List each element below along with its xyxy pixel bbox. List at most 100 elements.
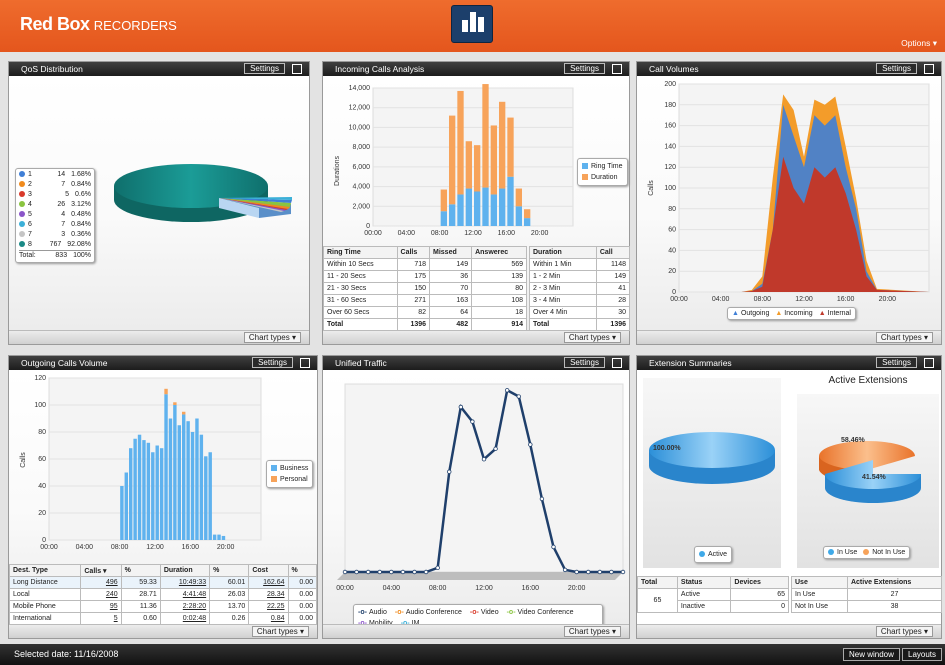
table-cell[interactable]: 95 — [80, 600, 122, 613]
audio-point[interactable] — [620, 569, 626, 575]
table-row[interactable]: 3 - 4 Min 28 — [529, 294, 631, 307]
layouts-button[interactable]: Layouts — [902, 648, 943, 661]
audio-point[interactable] — [574, 569, 579, 575]
audio-point[interactable] — [528, 442, 533, 447]
audio-point[interactable] — [516, 394, 521, 399]
table-cell[interactable]: 496 — [80, 576, 122, 589]
column-header[interactable]: % — [120, 564, 161, 577]
column-header[interactable]: Ring Time — [323, 246, 398, 259]
new-window-button[interactable]: New window — [843, 648, 900, 661]
audio-point[interactable] — [342, 569, 348, 575]
column-header[interactable]: % — [287, 564, 318, 577]
table-row[interactable]: Inactive 0 — [638, 600, 789, 613]
business-bar[interactable] — [129, 448, 133, 540]
business-bar[interactable] — [212, 534, 217, 540]
table-cell[interactable]: 4:41:48 — [159, 588, 211, 601]
table-row[interactable]: 31 - 60 Secs 271 163 108 — [323, 294, 527, 307]
table-row[interactable]: In Use 27 — [791, 588, 943, 601]
chart-types-button[interactable]: Chart types ▾ — [875, 626, 933, 637]
column-header[interactable]: Duration — [529, 246, 597, 259]
ring-time-bar[interactable] — [524, 218, 531, 226]
settings-button[interactable]: Settings — [876, 63, 917, 74]
chart-types-button[interactable]: Chart types ▾ — [243, 332, 301, 343]
business-bar[interactable] — [155, 445, 159, 541]
ring-time-bar[interactable] — [449, 204, 456, 226]
business-bar[interactable] — [159, 448, 164, 540]
business-bar[interactable] — [221, 535, 226, 540]
column-header[interactable]: % — [209, 564, 250, 577]
audio-point[interactable] — [481, 456, 487, 462]
audio-point[interactable] — [562, 567, 568, 573]
table-row[interactable]: 21 - 30 Secs 150 70 80 — [323, 282, 527, 295]
business-bar[interactable] — [146, 442, 151, 540]
audio-point[interactable] — [470, 419, 475, 424]
audio-point[interactable] — [400, 569, 406, 575]
settings-button[interactable]: Settings — [564, 63, 605, 74]
personal-bar[interactable] — [182, 411, 186, 415]
duration-bar[interactable] — [507, 117, 514, 177]
business-bar[interactable] — [177, 425, 181, 540]
duration-bar[interactable] — [474, 145, 481, 192]
business-bar[interactable] — [173, 405, 177, 540]
table-row[interactable]: Mobile Phone 95 11.36 2:28:20 13.70 22.25 0.00 — [8, 600, 318, 613]
ring-time-bar[interactable] — [482, 187, 489, 226]
table-cell[interactable]: 22.25 — [248, 600, 289, 613]
audio-point[interactable] — [458, 404, 464, 410]
table-cell[interactable]: 28.34 — [248, 588, 289, 601]
business-bar[interactable] — [217, 534, 221, 540]
audio-point[interactable] — [597, 569, 603, 575]
column-header[interactable]: Use — [791, 576, 848, 589]
business-bar[interactable] — [182, 414, 186, 540]
audio-point[interactable] — [389, 569, 394, 575]
column-header[interactable]: Calls — [396, 246, 431, 259]
business-bar[interactable] — [208, 452, 212, 540]
audio-point[interactable] — [354, 569, 359, 575]
personal-bar[interactable] — [164, 388, 168, 395]
chart-types-button[interactable]: Chart types ▾ — [251, 626, 309, 637]
audio-point[interactable] — [447, 469, 452, 474]
audio-point[interactable] — [586, 569, 591, 575]
business-bar[interactable] — [137, 434, 142, 540]
chart-types-button[interactable]: Chart types ▾ — [563, 332, 621, 343]
table-row[interactable]: 65 Active 65 — [637, 588, 789, 613]
business-bar[interactable] — [204, 456, 208, 540]
chart-types-button[interactable]: Chart types ▾ — [875, 332, 933, 343]
business-bar[interactable] — [190, 432, 195, 540]
column-header[interactable]: Answerec — [471, 246, 527, 259]
table-row[interactable]: 1 - 2 Min 149 — [529, 270, 631, 283]
business-bar[interactable] — [186, 421, 190, 540]
table-cell[interactable]: 2:28:20 — [159, 600, 211, 613]
table-cell[interactable]: 5 — [80, 612, 122, 625]
duration-bar[interactable] — [490, 125, 497, 195]
audio-point[interactable] — [609, 569, 614, 575]
dashboard-chart-icon[interactable] — [451, 5, 493, 43]
column-header[interactable]: Total — [637, 576, 678, 589]
audio-point[interactable] — [504, 388, 510, 393]
business-bar[interactable] — [133, 438, 137, 540]
column-header[interactable]: Call — [595, 246, 631, 259]
ring-time-bar[interactable] — [440, 211, 447, 226]
maximize-icon[interactable] — [924, 358, 934, 368]
personal-bar[interactable] — [173, 402, 177, 405]
duration-bar[interactable] — [457, 90, 464, 195]
table-cell[interactable]: 10:49:33 — [159, 576, 211, 589]
table-row[interactable]: Over 4 Min 30 — [529, 306, 631, 319]
audio-point[interactable] — [377, 569, 382, 575]
business-bar[interactable] — [164, 394, 168, 540]
table-row[interactable]: Within 10 Secs 718 149 569 — [323, 258, 527, 271]
business-bar[interactable] — [124, 472, 128, 541]
column-header[interactable]: Active Extensions — [846, 576, 943, 589]
table-row[interactable]: Local 240 28.71 4:41:48 26.03 28.34 0.00 — [8, 588, 318, 601]
business-bar[interactable] — [142, 440, 146, 540]
ring-time-bar[interactable] — [490, 194, 497, 226]
ring-time-bar[interactable] — [474, 191, 481, 227]
column-header[interactable]: Duration — [159, 564, 211, 577]
audio-point[interactable] — [551, 544, 556, 550]
table-cell[interactable]: 240 — [80, 588, 122, 601]
options-menu[interactable]: Options ▾ — [901, 38, 937, 48]
column-header[interactable]: Status — [676, 576, 732, 589]
outgoing-area[interactable] — [679, 104, 929, 292]
maximize-icon[interactable] — [612, 64, 622, 74]
audio-point[interactable] — [412, 569, 417, 575]
column-header[interactable]: Dest. Type — [8, 564, 82, 577]
